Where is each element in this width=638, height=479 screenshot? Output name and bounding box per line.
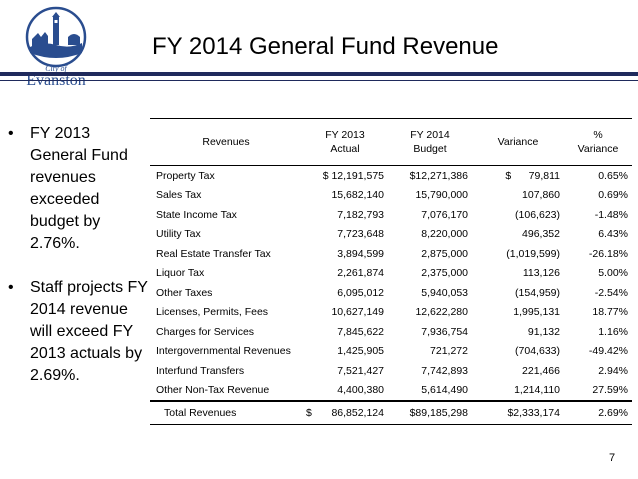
cell-variance: 91,132	[527, 325, 560, 338]
header-variance: Variance	[497, 136, 539, 148]
cell-pct: 27.59%	[592, 384, 628, 397]
cell-actual: 6,095,012	[337, 286, 384, 299]
row-label: Licenses, Permits, Fees	[156, 306, 269, 319]
table-row: Utility Tax 7,723,648 8,220,000 496,352 6.43…	[150, 225, 632, 245]
city-logo: City of Evanston	[8, 3, 104, 89]
cell-pct: -49.42%	[588, 345, 628, 358]
table-row: Interfund Transfers 7,521,427 7,742,893 221…	[150, 361, 632, 381]
cell-actual: 3,894,599	[337, 247, 384, 260]
cell-actual: 7,723,648	[337, 228, 384, 241]
cell-variance: (1,019,599)	[506, 247, 560, 260]
cell-variance: $ 79,811	[472, 165, 564, 186]
revenue-table: Revenues FY 2013 Actual FY 2014 Budget Var…	[150, 118, 632, 425]
cell-pct: 18.77%	[592, 306, 628, 319]
row-label: Charges for Services	[156, 325, 255, 338]
cell-budget: 2,375,000	[421, 267, 468, 280]
page-title: FY 2014 General Fund Revenue	[152, 33, 499, 60]
cell-budget: 7,742,893	[421, 364, 468, 377]
row-label: Interfund Transfers	[156, 364, 245, 377]
header-pct-variance: % Variance	[577, 129, 619, 155]
cell-variance: (106,623)	[515, 208, 560, 221]
cell-variance: 496,352	[522, 228, 560, 241]
table-row: Real Estate Transfer Tax 3,894,599 2,875,0…	[150, 244, 632, 264]
row-label: Intergovernmental Revenues	[156, 345, 291, 358]
total-actual: $86,852,124	[302, 400, 388, 425]
cell-actual: 7,182,793	[337, 208, 384, 221]
cell-variance: 1,995,131	[513, 306, 560, 319]
cell-pct: 0.69%	[598, 189, 628, 202]
table-row: Other Taxes 6,095,012 5,940,053 (154,959) -2…	[150, 283, 632, 303]
table-row: State Income Tax 7,182,793 7,076,170 (106,6…	[150, 205, 632, 225]
cell-pct: -1.48%	[594, 208, 628, 221]
row-label: Real Estate Transfer Tax	[156, 247, 271, 260]
row-label: Sales Tax	[156, 189, 202, 202]
total-row: Total Revenues $86,852,124 $89,185,298 $…	[150, 400, 632, 425]
row-label: Other Non-Tax Revenue	[156, 384, 270, 397]
title-rule	[0, 72, 638, 76]
cell-pct: 2.94%	[598, 364, 628, 377]
header-revenues: Revenues	[202, 136, 250, 148]
cell-actual: 1,425,905	[337, 345, 384, 358]
cell-variance: 113,126	[522, 267, 560, 280]
table-row: Intergovernmental Revenues 1,425,905 721,2…	[150, 342, 632, 362]
cell-pct: 6.43%	[598, 228, 628, 241]
cell-variance: (704,633)	[515, 345, 560, 358]
cell-budget: 7,936,754	[421, 325, 468, 338]
cell-budget: 8,220,000	[421, 228, 468, 241]
cell-budget: 721,272	[430, 345, 468, 358]
cell-budget: $12,271,386	[388, 165, 472, 186]
cell-actual: 4,400,380	[337, 384, 384, 397]
bullet-item: • Staff projects FY 2014 revenue will ex…	[8, 277, 148, 387]
cell-actual: 7,845,622	[337, 325, 384, 338]
title-rule-thin	[0, 80, 638, 81]
row-label: State Income Tax	[156, 208, 237, 221]
cell-budget: 15,790,000	[415, 189, 468, 202]
bullet-item: • FY 2013 General Fund revenues exceeded…	[8, 123, 148, 255]
bullet-text: Staff projects FY 2014 revenue will exce…	[30, 279, 148, 384]
cell-variance: 107,860	[522, 189, 560, 202]
table-row: Property Tax $ 12,191,575 $12,271,386 $ 79,…	[150, 165, 632, 186]
bullet-symbol: •	[8, 279, 14, 296]
bullet-symbol: •	[8, 125, 14, 142]
cell-actual: $ 12,191,575	[302, 165, 388, 186]
cell-pct: 0.65%	[564, 165, 632, 186]
cell-actual: 15,682,140	[331, 189, 384, 202]
header-fy2013: FY 2013 Actual	[325, 129, 365, 155]
row-label: Property Tax	[150, 165, 302, 186]
cell-budget: 12,622,280	[415, 306, 468, 319]
page-number: 7	[609, 452, 616, 464]
total-pct: 2.69%	[564, 400, 632, 425]
cell-budget: 2,875,000	[421, 247, 468, 260]
cell-actual: 7,521,427	[337, 364, 384, 377]
row-label: Utility Tax	[156, 228, 201, 241]
cell-pct: -2.54%	[594, 286, 628, 299]
table-row: Liquor Tax 2,261,874 2,375,000 113,126 5.00%	[150, 264, 632, 284]
cell-variance: (154,959)	[515, 286, 560, 299]
table-header-row: Revenues FY 2013 Actual FY 2014 Budget Var…	[150, 118, 632, 166]
cell-pct: 1.16%	[598, 325, 628, 338]
cell-pct: 5.00%	[598, 267, 628, 280]
table-row: Charges for Services 7,845,622 7,936,754 91…	[150, 322, 632, 342]
logo-top-text: City of	[45, 64, 68, 73]
total-budget: $89,185,298	[388, 400, 472, 425]
cell-variance: 1,214,110	[514, 384, 560, 397]
cell-variance: 221,466	[522, 364, 560, 377]
total-variance: $2,333,174	[472, 400, 564, 425]
header-fy2014: FY 2014 Budget	[410, 129, 450, 155]
cell-pct: -26.18%	[588, 247, 628, 260]
row-label: Liquor Tax	[156, 267, 205, 280]
cell-budget: 7,076,170	[421, 208, 468, 221]
total-label: Total Revenues	[150, 400, 302, 425]
table-row: Sales Tax 15,682,140 15,790,000 107,860 0.69…	[150, 186, 632, 206]
cell-budget: 5,614,490	[421, 384, 468, 397]
cell-budget: 5,940,053	[421, 286, 468, 299]
table-row: Other Non-Tax Revenue 4,400,380 5,614,490 1…	[150, 381, 632, 402]
row-label: Other Taxes	[156, 286, 213, 299]
table-row: Licenses, Permits, Fees 10,627,149 12,622,…	[150, 303, 632, 323]
bullet-text: FY 2013 General Fund revenues exceeded b…	[30, 125, 128, 252]
cell-actual: 10,627,149	[331, 306, 384, 319]
city-logo-lighthouse-icon: City of Evanston	[25, 6, 87, 89]
cell-actual: 2,261,874	[337, 267, 384, 280]
bullet-list: • FY 2013 General Fund revenues exceeded…	[8, 123, 148, 409]
